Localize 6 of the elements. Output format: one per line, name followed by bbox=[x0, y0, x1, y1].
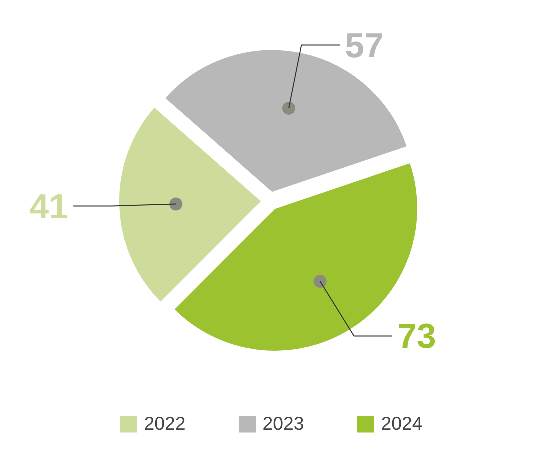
legend-label: 2023 bbox=[262, 413, 304, 435]
data-label: 73 bbox=[398, 318, 436, 356]
legend-label: 2022 bbox=[144, 413, 186, 435]
legend-label: 2024 bbox=[381, 413, 423, 435]
data-label: 41 bbox=[30, 188, 68, 226]
data-label: 57 bbox=[345, 27, 384, 66]
